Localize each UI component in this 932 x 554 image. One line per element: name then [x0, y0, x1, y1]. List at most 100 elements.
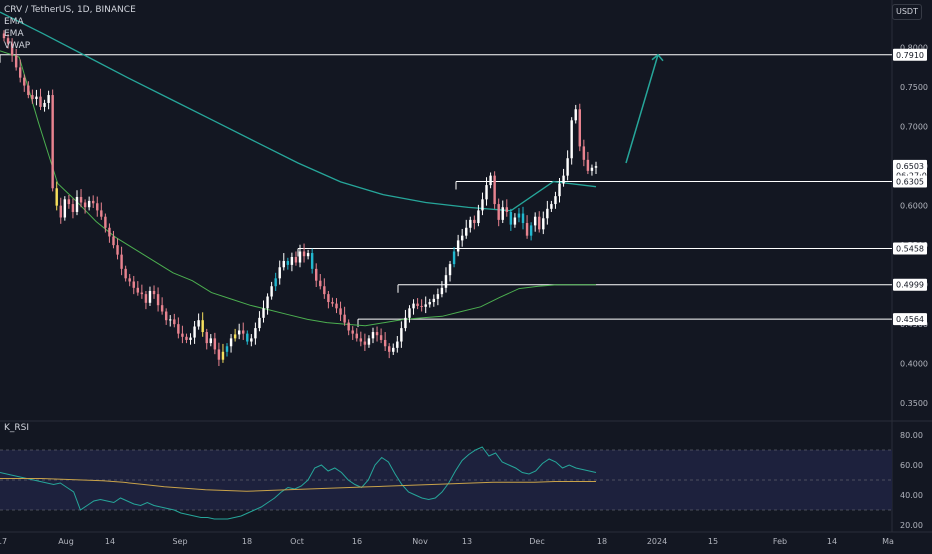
price-marker-box: [893, 48, 927, 61]
candle-body: [59, 205, 62, 218]
candle-body: [489, 175, 492, 186]
candle-body: [290, 257, 294, 265]
candle-body: [542, 218, 545, 230]
candle-body: [420, 305, 423, 307]
candle-body: [392, 347, 395, 352]
candle-body: [521, 213, 525, 224]
candle-body: [250, 338, 253, 342]
price-marker-box: [893, 313, 927, 326]
candle-body: [412, 303, 415, 309]
time-tick-label: Aug: [58, 537, 74, 546]
price-marker-box: [893, 159, 927, 172]
candle-body: [233, 334, 237, 339]
candle-body: [43, 102, 46, 107]
candle-body: [185, 336, 188, 340]
candles: [2, 30, 598, 367]
candle-body: [197, 320, 200, 327]
candle-body: [71, 204, 75, 212]
time-tick-label: Feb: [773, 537, 787, 546]
candle-body: [201, 320, 204, 333]
candle-body: [432, 298, 436, 303]
candle-body: [594, 166, 598, 168]
time-tick-label: 14: [105, 537, 115, 546]
candle-body: [315, 268, 318, 281]
candle-body: [379, 335, 383, 340]
candle-body: [177, 324, 180, 334]
candle-body: [347, 322, 350, 331]
time-tick-label: Dec: [529, 537, 544, 546]
price-marker-label: 0.5458: [896, 244, 924, 253]
candle-body: [501, 207, 504, 220]
candle-body: [10, 43, 14, 56]
price-marker-box: [893, 175, 927, 188]
rsi-tick-label: 80.00: [900, 431, 923, 440]
candle-body: [31, 95, 34, 99]
candle-body: [55, 188, 58, 206]
candle-body: [128, 278, 131, 282]
chart-legend: CRV / TetherUS, 1D, BINANCE EMA EMA VWAP: [4, 4, 136, 52]
candle-body: [371, 332, 375, 339]
candle-body: [481, 199, 484, 211]
rsi-line: [0, 446, 597, 520]
candle-body: [144, 294, 148, 303]
candle-body: [550, 204, 553, 209]
grid: [0, 0, 932, 533]
arrow-head[interactable]: [651, 53, 664, 62]
rsi-lines: [0, 446, 597, 520]
candle-body: [440, 287, 444, 295]
candle-body: [456, 240, 460, 252]
candle-body: [27, 85, 30, 96]
candle-body: [104, 216, 107, 228]
candle-body: [189, 337, 192, 340]
candle-body: [286, 260, 290, 265]
ema-lines: [0, 11, 597, 327]
candle-body: [497, 204, 500, 220]
candle-body: [108, 227, 111, 237]
candle-body: [266, 296, 269, 309]
candle-body: [294, 257, 298, 263]
time-tick-label: 2024: [647, 537, 667, 546]
indicator-ema-2[interactable]: EMA: [4, 29, 24, 39]
candle-body: [91, 200, 95, 204]
time-tick-label: 16: [352, 537, 362, 546]
candle-body: [63, 199, 67, 218]
candle-body: [428, 302, 431, 305]
time-tick-label: Sep: [172, 537, 187, 546]
candle-body: [586, 159, 590, 171]
candle-body: [270, 286, 273, 297]
price-marker-label: 0.6503: [896, 162, 924, 171]
horizontal-levels[interactable]: [0, 54, 892, 328]
price-marker-label: 0.7910: [896, 51, 924, 60]
candle-body: [298, 251, 302, 263]
projection-arrow[interactable]: [625, 53, 664, 164]
candle-body: [83, 202, 87, 208]
rsi-tick-label: 40.00: [900, 491, 923, 500]
candle-body: [181, 333, 184, 337]
candle-body: [477, 210, 480, 224]
candle-body: [400, 328, 403, 342]
candle-body: [533, 216, 537, 226]
price-marker-label: 0.4564: [896, 315, 924, 324]
candle-body: [529, 225, 533, 236]
indicator-vwap[interactable]: VWAP: [4, 41, 31, 51]
candle-body: [148, 290, 152, 303]
candle-body: [582, 146, 586, 160]
candle-body: [359, 338, 363, 342]
candle-body: [116, 245, 119, 255]
price-tick-label: 0.4000: [900, 360, 928, 369]
candle-body: [323, 286, 326, 295]
candle-body: [278, 267, 281, 279]
arrow-shaft[interactable]: [625, 54, 659, 164]
indicator-ema-1[interactable]: EMA: [4, 17, 24, 27]
candle-body: [448, 264, 452, 276]
rsi-indicator-label[interactable]: K_RSI: [4, 423, 30, 433]
candle-body: [570, 120, 573, 159]
candle-body: [164, 311, 168, 321]
candle-body: [383, 339, 387, 347]
time-tick-label: Nov: [412, 537, 428, 546]
currency-unit-button[interactable]: USDT: [892, 4, 922, 20]
time-tick-label: 15: [708, 537, 718, 546]
candle-body: [452, 251, 456, 265]
